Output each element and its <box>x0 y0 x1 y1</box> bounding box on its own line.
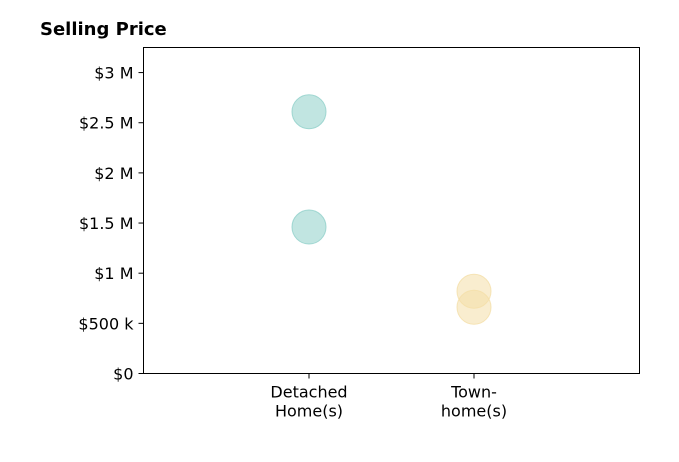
data-points <box>291 94 492 325</box>
y-tick-label: $1.5 M <box>79 214 134 233</box>
x-tick-label: Detached <box>270 383 347 402</box>
data-point <box>456 289 492 325</box>
y-tick-label: $2 M <box>94 164 133 183</box>
x-tick-label: Home(s) <box>275 402 343 421</box>
plot-area-frame <box>143 47 640 374</box>
data-point <box>291 209 327 245</box>
x-tick-label: Town- <box>450 383 497 402</box>
chart-title: Selling Price <box>40 19 167 40</box>
y-tick-label: $1 M <box>94 264 133 283</box>
y-tick-label: $2.5 M <box>79 114 134 133</box>
data-point <box>291 94 327 130</box>
x-tick-label: home(s) <box>441 402 507 421</box>
y-tick-label: $3 M <box>94 64 133 83</box>
y-tick-label: $0 <box>113 365 133 384</box>
y-tick-label: $500 k <box>78 314 134 333</box>
y-axis: $0 $500 k $1 M $1.5 M $2 M $2.5 M $3 M <box>78 64 144 384</box>
